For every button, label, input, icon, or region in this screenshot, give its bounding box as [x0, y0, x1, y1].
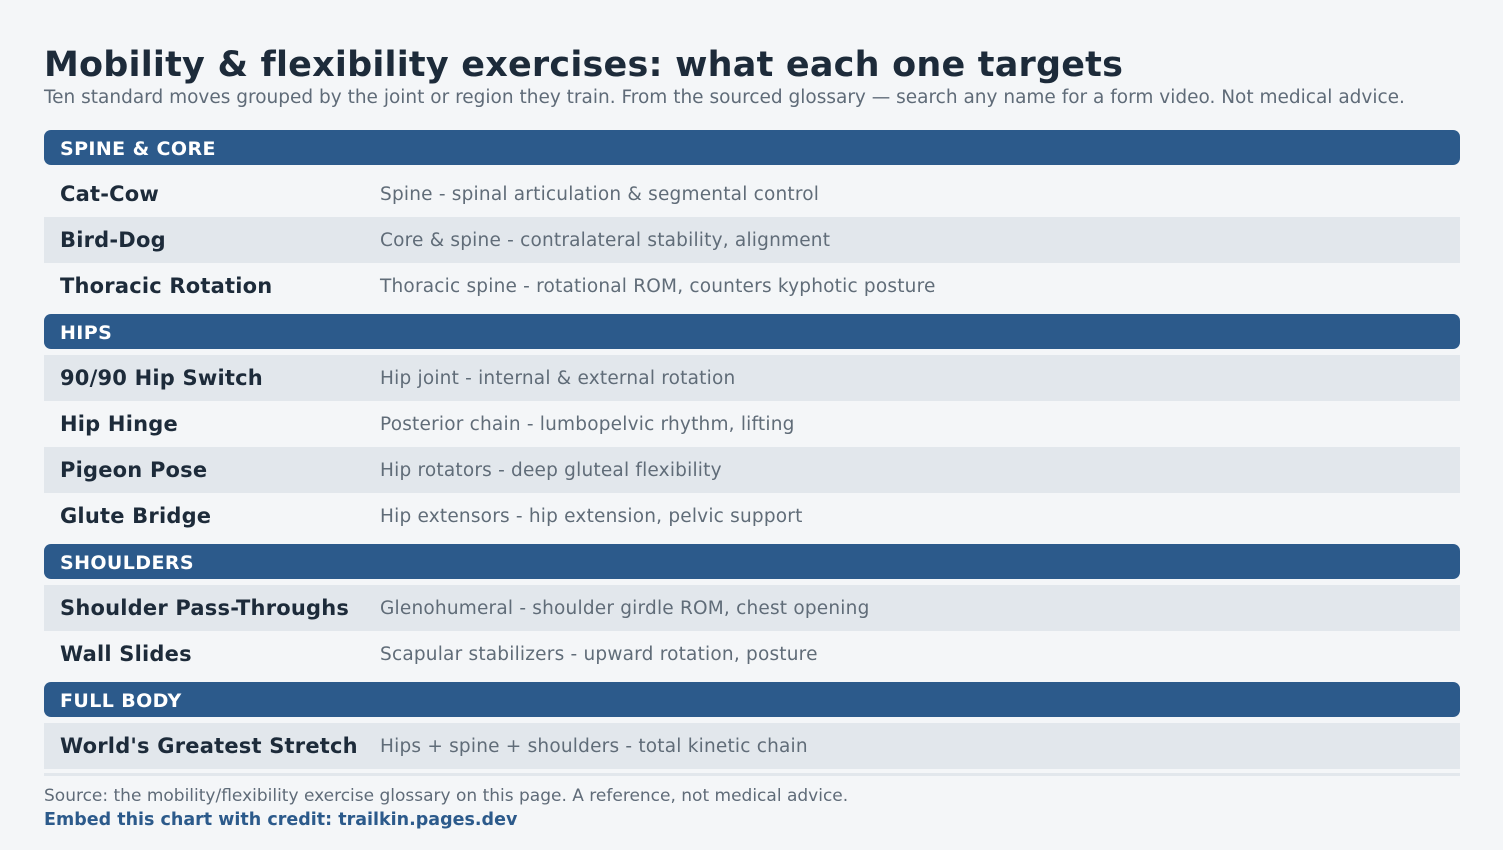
- table-row: Cat-Cow Spine - spinal articulation & seg…: [44, 171, 1460, 217]
- exercise-target: Scapular stabilizers - upward rotation, …: [380, 643, 818, 665]
- credit-link[interactable]: Embed this chart with credit: trailkin.p…: [44, 810, 518, 830]
- exercise-target: Hips + spine + shoulders - total kinetic…: [380, 735, 808, 757]
- exercise-target: Thoracic spine - rotational ROM, counter…: [380, 275, 936, 297]
- exercise-name: Pigeon Pose: [60, 458, 208, 482]
- group-header: FULL BODY: [44, 682, 1460, 717]
- group-header: HIPS: [44, 314, 1460, 349]
- exercise-target: Core & spine - contralateral stability, …: [380, 229, 831, 251]
- table-row: Thoracic Rotation Thoracic spine - rotati…: [44, 263, 1460, 309]
- group-header: SPINE & CORE: [44, 130, 1460, 165]
- exercise-target: Glenohumeral - shoulder girdle ROM, ches…: [380, 597, 870, 619]
- group-rows: 90/90 Hip Switch Hip joint - internal & e…: [44, 349, 1460, 544]
- table-row: 90/90 Hip Switch Hip joint - internal & e…: [44, 355, 1460, 401]
- page-subtitle: Ten standard moves grouped by the joint …: [44, 87, 1405, 108]
- exercise-name: Glute Bridge: [60, 504, 212, 528]
- exercise-name: Cat-Cow: [60, 182, 159, 206]
- table-row: Bird-Dog Core & spine - contralateral sta…: [44, 217, 1460, 263]
- exercise-target: Posterior chain - lumbopelvic rhythm, li…: [380, 413, 795, 435]
- page-title: Mobility & flexibility exercises: what e…: [44, 45, 1124, 85]
- group-header: SHOULDERS: [44, 544, 1460, 579]
- exercise-target: Hip joint - internal & external rotation: [380, 367, 736, 389]
- exercise-target: Spine - spinal articulation & segmental …: [380, 183, 820, 205]
- chart-container: Mobility & flexibility exercises: what e…: [44, 44, 1460, 832]
- source-note: Source: the mobility/flexibility exercis…: [44, 786, 849, 806]
- table-row: Pigeon Pose Hip rotators - deep gluteal f…: [44, 447, 1460, 493]
- exercise-name: Bird-Dog: [60, 228, 166, 252]
- table-bottom-rule: [44, 773, 1460, 776]
- table-row: Hip Hinge Posterior chain - lumbopelvic r…: [44, 401, 1460, 447]
- table-row: Shoulder Pass-Throughs Glenohumeral - sho…: [44, 585, 1460, 631]
- table-row: World's Greatest Stretch Hips + spine + s…: [44, 723, 1460, 769]
- exercise-name: Hip Hinge: [60, 412, 178, 436]
- exercise-name: Wall Slides: [60, 642, 192, 666]
- exercise-name: Shoulder Pass-Throughs: [60, 596, 350, 620]
- table-row: Wall Slides Scapular stabilizers - upward…: [44, 631, 1460, 677]
- group-rows: Cat-Cow Spine - spinal articulation & seg…: [44, 165, 1460, 314]
- table-row: Glute Bridge Hip extensors - hip extensio…: [44, 493, 1460, 539]
- group-rows: World's Greatest Stretch Hips + spine + s…: [44, 717, 1460, 774]
- exercise-name: 90/90 Hip Switch: [60, 366, 263, 390]
- footer: Source: the mobility/flexibility exercis…: [44, 784, 1460, 832]
- exercise-name: World's Greatest Stretch: [60, 734, 358, 758]
- group-rows: Shoulder Pass-Throughs Glenohumeral - sho…: [44, 579, 1460, 682]
- exercise-target: Hip extensors - hip extension, pelvic su…: [380, 505, 803, 527]
- exercise-name: Thoracic Rotation: [60, 274, 273, 298]
- exercise-table: SPINE & CORE Cat-Cow Spine - spinal articu…: [44, 130, 1460, 774]
- exercise-target: Hip rotators - deep gluteal flexibility: [380, 459, 722, 481]
